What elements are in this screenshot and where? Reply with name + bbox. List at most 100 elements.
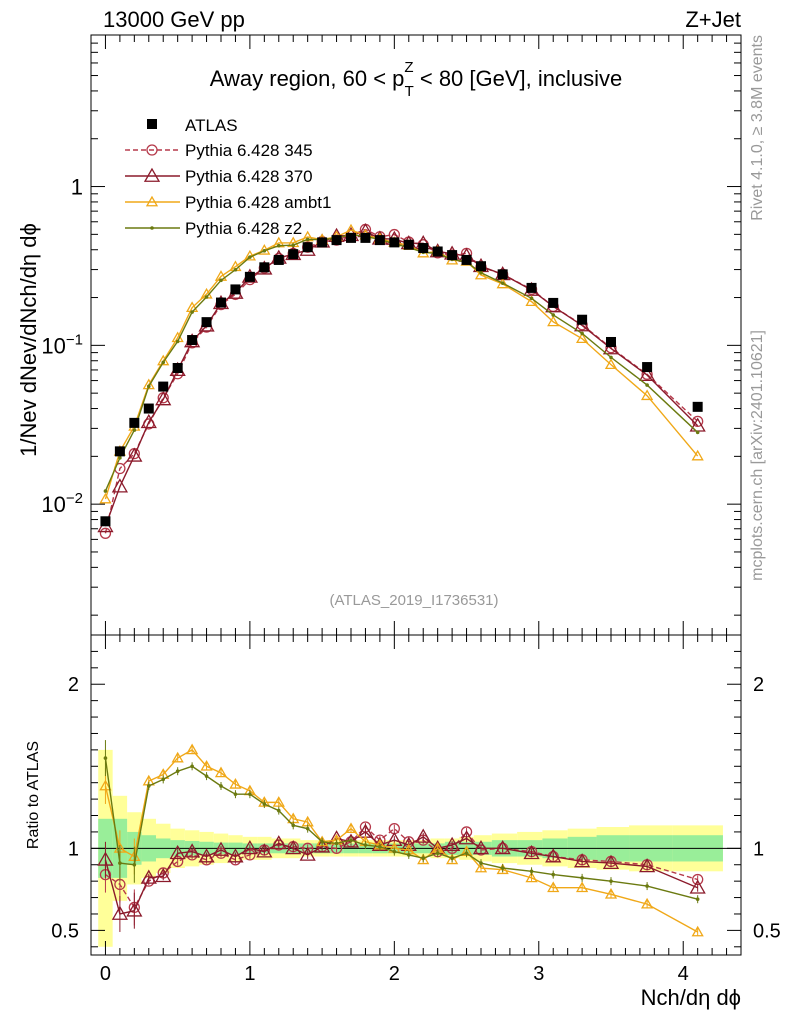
ratio-marks <box>91 740 741 947</box>
analysis-watermark: (ATLAS_2019_I1736531) <box>329 592 498 609</box>
data-point <box>447 250 458 261</box>
ratio-point <box>417 853 430 865</box>
data-point <box>302 242 313 253</box>
title-part-a: Away region, 60 < p <box>210 66 405 91</box>
series-point <box>575 332 589 344</box>
y-tick-label: 10−2 <box>41 490 83 517</box>
ratio-point <box>363 843 368 847</box>
ratio-tick-label-left: 0.5 <box>51 920 79 942</box>
x-tick-label: 1 <box>244 963 255 985</box>
ratio-point <box>334 841 339 846</box>
ratio-point <box>421 856 426 860</box>
ratio-point <box>97 851 114 866</box>
data-point <box>389 237 400 248</box>
data-point <box>259 262 270 273</box>
ratio-point <box>602 854 620 870</box>
ratio-y-axis-label: Ratio to ATLAS <box>25 741 42 849</box>
legend-label-2: Pythia 6.428 ambt1 <box>185 193 331 212</box>
series-point <box>580 331 584 336</box>
data-point <box>606 336 616 347</box>
ratio-tick-label-right: 1 <box>753 838 764 860</box>
legend-marker-3 <box>150 226 154 230</box>
x-tick-label: 3 <box>533 963 544 985</box>
ratio-point <box>200 759 213 771</box>
y-axis-label: 1/Nev dNev/dNch/dη dϕ <box>16 223 41 457</box>
series-point <box>248 255 252 259</box>
data-point <box>273 254 284 265</box>
series-point <box>479 270 483 275</box>
legend-label-1: Pythia 6.428 370 <box>185 167 313 186</box>
ratio-point <box>691 925 704 937</box>
x-tick-label: 2 <box>389 963 400 985</box>
ratio-point <box>406 853 411 857</box>
ratio-point <box>262 802 267 806</box>
data-point <box>143 403 154 414</box>
legend-marker-1 <box>143 167 161 182</box>
main-yticks: 1 10−1 10−2 <box>41 34 741 616</box>
data-point <box>497 269 508 280</box>
data-point <box>216 297 226 308</box>
y-tick-label: 10−1 <box>41 331 83 358</box>
ratio-tick-label-left: 2 <box>68 674 79 696</box>
ratio-point <box>171 751 184 763</box>
series-point <box>126 447 143 462</box>
ratio-point <box>551 872 556 877</box>
ratio-point <box>378 844 382 849</box>
y-tick-label: 1 <box>71 175 83 200</box>
ratio-point <box>270 835 287 850</box>
ratio-point <box>320 839 324 844</box>
ratio-point <box>645 884 649 888</box>
ratio-point <box>640 897 654 909</box>
ratio-point <box>472 840 490 855</box>
ratio-point <box>161 777 166 782</box>
ratio-line-1 <box>104 831 698 915</box>
x-tick-label: 4 <box>678 963 689 985</box>
mcplots-label: mcplots.cern.ch [arXiv:2401.10621] <box>749 330 766 581</box>
ratio-line-3 <box>104 757 698 900</box>
ratio-tick-label-right: 2 <box>753 674 764 696</box>
ratio-panel: 0.5 0.5 1 1 2 2 0 1 2 3 4 Ratio to ATLAS <box>25 634 781 985</box>
ratio-point <box>190 764 194 769</box>
ratio-point <box>464 851 469 856</box>
ratio-point <box>227 848 244 863</box>
rivet-label: Rivet 4.1.0, ≥ 3.8M events <box>749 35 766 221</box>
data-point <box>187 335 198 346</box>
series-point <box>276 243 281 248</box>
series-point <box>140 413 157 429</box>
ratio-point <box>276 808 281 813</box>
ratio-point <box>547 881 560 893</box>
series-point <box>551 313 556 317</box>
series-point <box>103 489 108 493</box>
ratio-point <box>103 756 108 760</box>
series-point <box>155 391 172 406</box>
series-point <box>111 478 129 493</box>
ratio-point <box>415 828 432 843</box>
series-point <box>496 277 509 289</box>
legend-label-data: ATLAS <box>185 116 238 135</box>
series-point <box>99 527 112 539</box>
series-point <box>645 383 649 387</box>
series-point <box>640 389 654 401</box>
series-point <box>500 281 505 285</box>
ratio-point <box>219 784 223 788</box>
series-point <box>175 339 180 344</box>
series-point <box>161 360 166 365</box>
data-point <box>331 235 342 246</box>
ratio-point <box>689 879 706 894</box>
series-point <box>691 449 704 461</box>
ratio-point <box>580 876 584 880</box>
legend-marker-0 <box>146 144 158 156</box>
ratio-point <box>233 792 238 796</box>
x-axis-label: Nch/dη dϕ <box>641 985 741 1010</box>
data-point <box>317 237 328 248</box>
ratio-point <box>573 853 591 868</box>
series-line-3 <box>104 233 699 492</box>
ratio-point <box>474 861 488 873</box>
ratio-point <box>638 858 656 873</box>
ratio-point <box>214 766 228 778</box>
data-point <box>346 232 356 243</box>
ratio-point <box>604 887 618 899</box>
data-point <box>244 271 255 282</box>
header-right: Z+Jet <box>685 7 741 32</box>
